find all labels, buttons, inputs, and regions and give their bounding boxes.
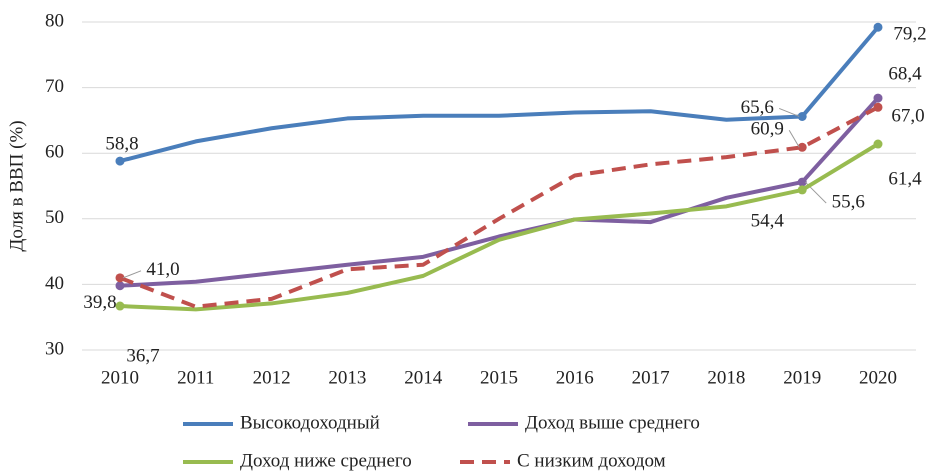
legend-label: Доход ниже среднего	[240, 450, 412, 471]
x-tick-label: 2020	[859, 367, 897, 388]
data-label: 60,9	[751, 119, 784, 140]
data-label: 55,6	[832, 191, 865, 212]
y-tick-label: 70	[45, 76, 64, 97]
leader-line	[779, 107, 800, 117]
legend-label: Доход выше среднего	[525, 412, 700, 433]
data-label: 65,6	[741, 97, 774, 118]
x-tick-label: 2010	[101, 367, 139, 388]
point-marker	[873, 139, 883, 149]
data-label: 67,0	[891, 106, 924, 127]
point-marker	[115, 156, 125, 166]
y-tick-label: 60	[45, 142, 64, 163]
data-label: 54,4	[751, 210, 785, 231]
series-line	[119, 96, 880, 288]
series-line	[119, 105, 879, 309]
y-tick-label: 30	[45, 338, 64, 359]
point-marker	[797, 142, 807, 152]
data-label: 36,7	[126, 345, 159, 366]
point-marker	[873, 22, 883, 32]
data-label: 61,4	[888, 168, 922, 189]
point-marker	[115, 273, 125, 283]
x-tick-label: 2011	[177, 367, 214, 388]
series-line	[119, 142, 880, 312]
point-marker	[797, 185, 807, 195]
data-label: 39,8	[83, 292, 116, 313]
leader-line	[788, 130, 800, 148]
point-marker	[115, 281, 125, 291]
x-tick-label: 2016	[556, 367, 594, 388]
legend-label: С низким доходом	[517, 450, 666, 471]
legend-label: Высокодоходный	[240, 412, 380, 433]
x-tick-label: 2017	[632, 367, 670, 388]
point-marker	[873, 102, 883, 112]
leader-line	[122, 270, 142, 279]
x-tick-label: 2019	[783, 367, 821, 388]
point-marker	[797, 177, 807, 187]
series-line	[119, 25, 880, 164]
y-tick-label: 40	[45, 273, 64, 294]
point-marker	[797, 111, 807, 121]
x-tick-label: 2015	[480, 367, 518, 388]
x-tick-label: 2013	[328, 367, 366, 388]
y-tick-label: 80	[45, 10, 64, 31]
data-label: 68,4	[888, 63, 922, 84]
y-axis-label: Доля в ВВП (%)	[6, 120, 27, 251]
point-marker	[115, 301, 125, 311]
data-label: 58,8	[105, 133, 138, 154]
y-tick-label: 50	[45, 207, 64, 228]
data-label: 79,2	[893, 24, 926, 45]
x-tick-label: 2018	[707, 367, 745, 388]
x-tick-label: 2014	[404, 367, 443, 388]
data-label: 41,0	[146, 259, 179, 280]
point-marker	[873, 93, 883, 103]
x-tick-label: 2012	[253, 367, 291, 388]
